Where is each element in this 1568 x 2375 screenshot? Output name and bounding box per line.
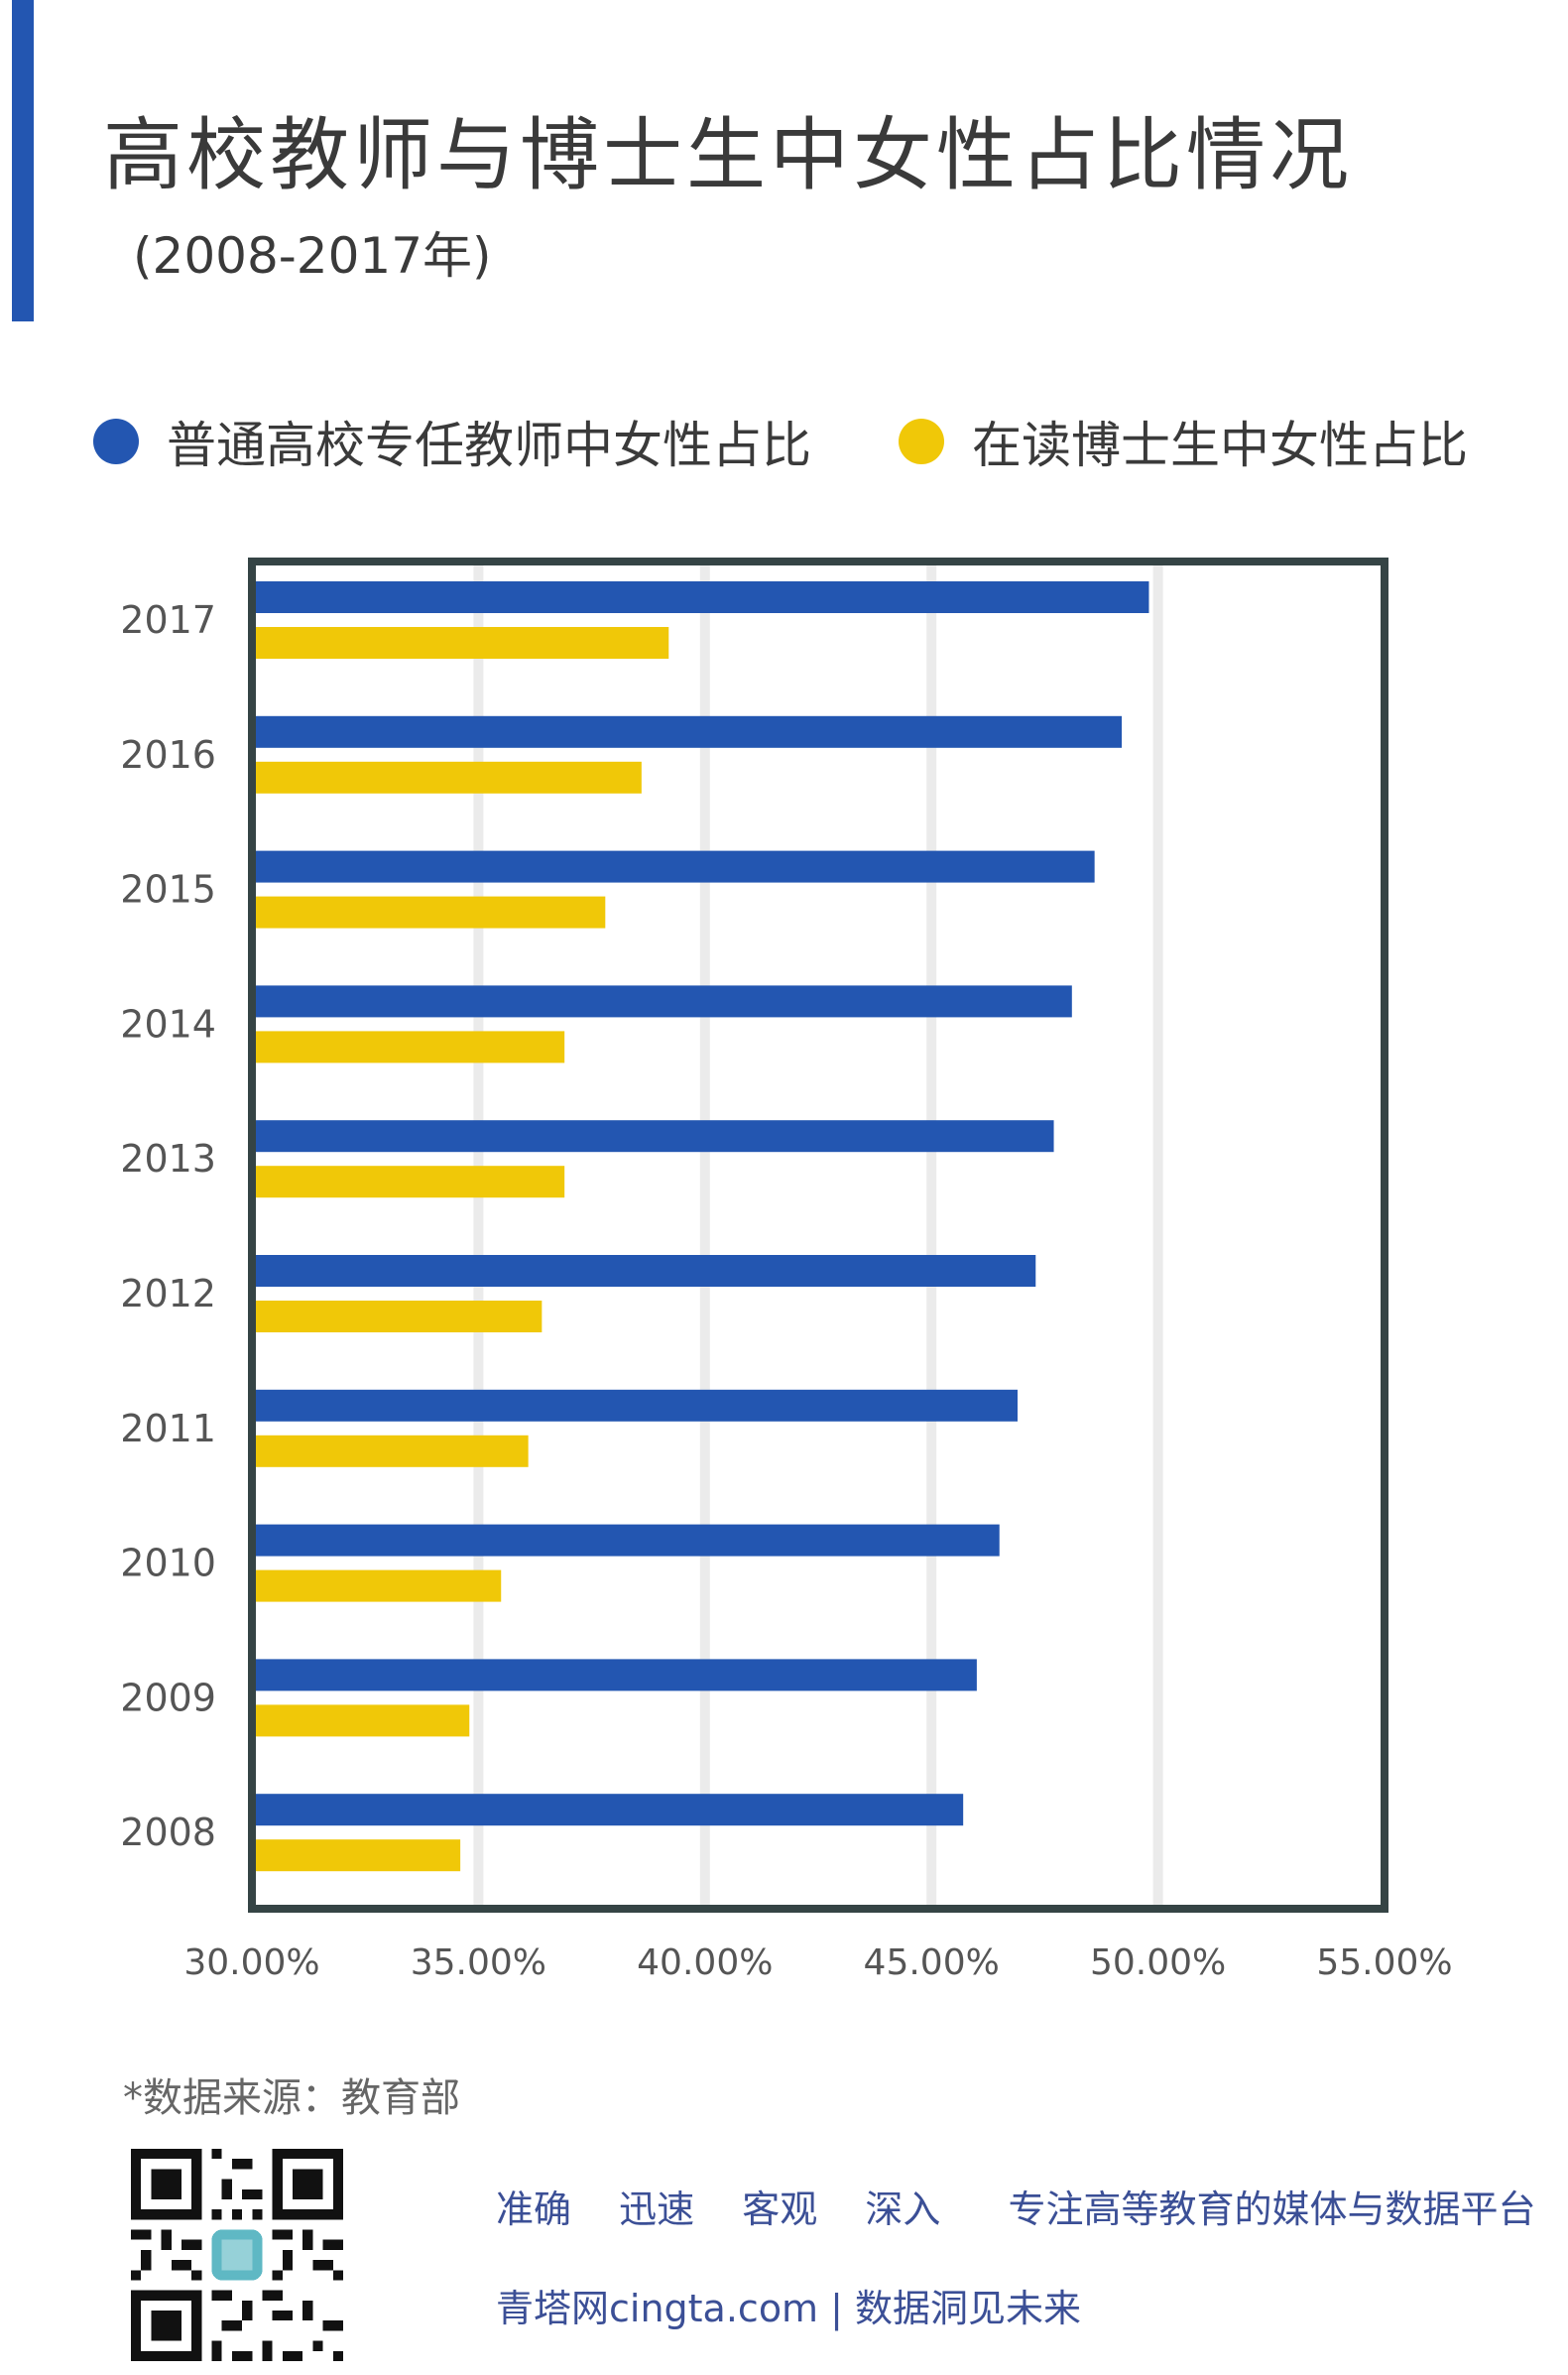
y-tick-label: 2009 [120,1676,216,1719]
bar-teachers [252,1120,1054,1153]
bar-phd [252,1435,529,1467]
bar-teachers [252,1389,1018,1422]
x-tick-label: 45.00% [864,1942,1000,1983]
x-tick-label: 30.00% [183,1942,319,1983]
x-tick-label: 40.00% [637,1942,773,1983]
legend-dot-yellow-icon [899,419,944,464]
slogan: 准确 迅速 客观 深入 专注高等教育的媒体与数据平台 [496,2179,1535,2233]
y-tick-label: 2016 [120,733,216,777]
qr-code-icon [131,2149,343,2361]
axis-labels: 30.00% 35.00% 40.00% 45.00% 50.00% 55.00% 2017… [120,598,1452,1983]
chart-frame [248,558,1388,1913]
legend: 普通高校专任教师中女性占比 在读博士生中女性占比 [0,407,1568,476]
bars [252,581,1149,1872]
x-tick-label: 50.00% [1090,1942,1226,1983]
bar-phd [252,1704,470,1737]
slogan-word-3: 客观 [742,2188,818,2231]
y-tick-label: 2014 [120,1002,216,1046]
x-tick-label: 35.00% [411,1942,546,1983]
bar-teachers [252,1659,977,1691]
bar-phd [252,761,642,794]
y-tick-label: 2012 [120,1272,216,1315]
legend-item-phd: 在读博士生中女性占比 [899,407,1468,476]
x-tick-label: 55.00% [1316,1942,1452,1983]
y-tick-label: 2015 [120,868,216,912]
site-line: 青塔网cingta.com | 数据洞见未来 [496,2287,1082,2330]
bar-phd [252,1569,502,1602]
slogan-word-2: 迅速 [619,2188,695,2231]
accent-bar [12,0,34,321]
bar-phd [252,627,669,659]
y-tick-label: 2010 [120,1542,216,1585]
legend-label-teachers: 普通高校专任教师中女性占比 [167,417,811,474]
bar-teachers [252,1255,1036,1287]
legend-dot-blue-icon [93,419,139,464]
bar-phd [252,896,606,929]
bar-teachers [252,715,1123,748]
y-tick-label: 2017 [120,598,216,642]
bar-teachers [252,985,1072,1018]
slogan-word-1: 准确 [496,2188,572,2231]
bar-teachers [252,1794,964,1826]
data-source-note: *数据来源：教育部 [123,2075,460,2121]
bar-chart: 30.00% 35.00% 40.00% 45.00% 50.00% 55.00% 2017… [120,558,1453,1983]
y-tick-label: 2008 [120,1811,216,1854]
bar-phd [252,1166,565,1198]
legend-label-phd: 在读博士生中女性占比 [972,417,1468,474]
y-tick-label: 2013 [120,1137,216,1181]
bar-phd [252,1031,565,1063]
bar-phd [252,1839,461,1872]
bar-teachers [252,850,1095,883]
y-tick-label: 2011 [120,1407,216,1450]
tagline: 专注高等教育的媒体与数据平台 [1008,2188,1536,2231]
page-subtitle: (2008-2017年) [133,227,492,285]
page-title: 高校教师与博士生中女性占比情况 [103,109,1353,201]
bar-phd [252,1301,543,1332]
bar-teachers [252,1524,1000,1557]
slogan-word-4: 深入 [865,2188,941,2231]
legend-item-teachers: 普通高校专任教师中女性占比 [93,407,811,476]
bar-teachers [252,581,1149,613]
